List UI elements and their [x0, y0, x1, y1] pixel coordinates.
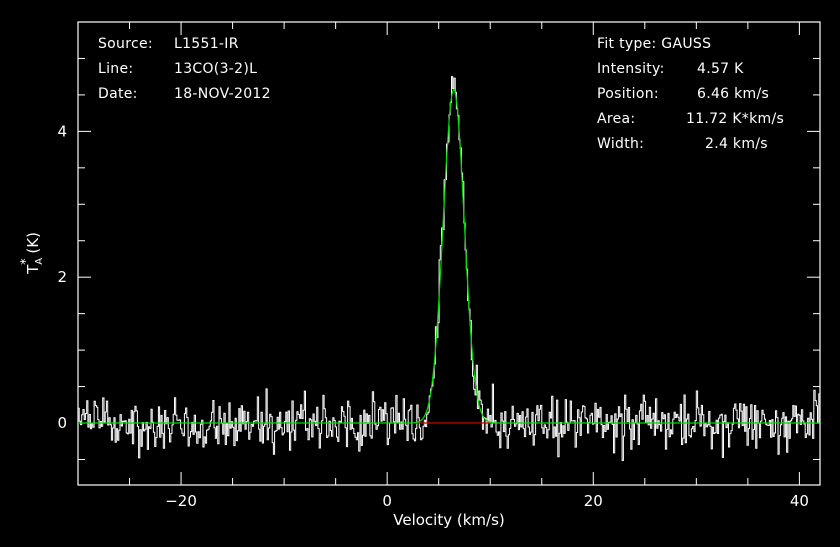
- y-tick-label: 0: [57, 414, 67, 432]
- y-tick-label: 2: [57, 268, 67, 286]
- width-label: Width:: [597, 136, 645, 152]
- x-tick-label: 40: [790, 492, 809, 510]
- series-spectrum-line: [78, 76, 821, 461]
- position-value: 6.46 km/s: [697, 86, 770, 102]
- source-value: L1551-IR: [174, 36, 239, 52]
- area-label: Area:: [597, 111, 636, 127]
- x-axis-label: Velocity (km/s): [393, 511, 504, 529]
- line-label: Line:: [98, 61, 134, 77]
- fit-type: Fit type: GAUSS: [597, 36, 712, 52]
- series-group: [78, 76, 821, 461]
- y-axis-label: TA* (K): [19, 232, 45, 275]
- source-label: Source:: [98, 36, 153, 52]
- width-value: 2.4 km/s: [705, 136, 768, 152]
- axis-ticks: [77, 21, 820, 485]
- date-label: Date:: [98, 86, 138, 102]
- line-value: 13CO(3-2)L: [174, 61, 258, 77]
- position-label: Position:: [597, 86, 659, 102]
- intensity-label: Intensity:: [597, 61, 665, 77]
- plot-frame: [77, 21, 821, 486]
- date-value: 18-NOV-2012: [174, 86, 271, 102]
- intensity-value: 4.57 K: [697, 61, 744, 77]
- x-tick-label: 20: [584, 492, 603, 510]
- x-tick-label: 0: [382, 492, 392, 510]
- area-value: 11.72 K*km/s: [686, 111, 785, 127]
- x-tick-label: −20: [165, 492, 197, 510]
- y-tick-label: 4: [57, 122, 67, 140]
- series-gaussian-fit: [78, 89, 820, 424]
- axis-tick-labels: −20 0 20 40 0 2 4: [57, 122, 808, 510]
- y-axis-label-text: TA* (K): [19, 232, 45, 275]
